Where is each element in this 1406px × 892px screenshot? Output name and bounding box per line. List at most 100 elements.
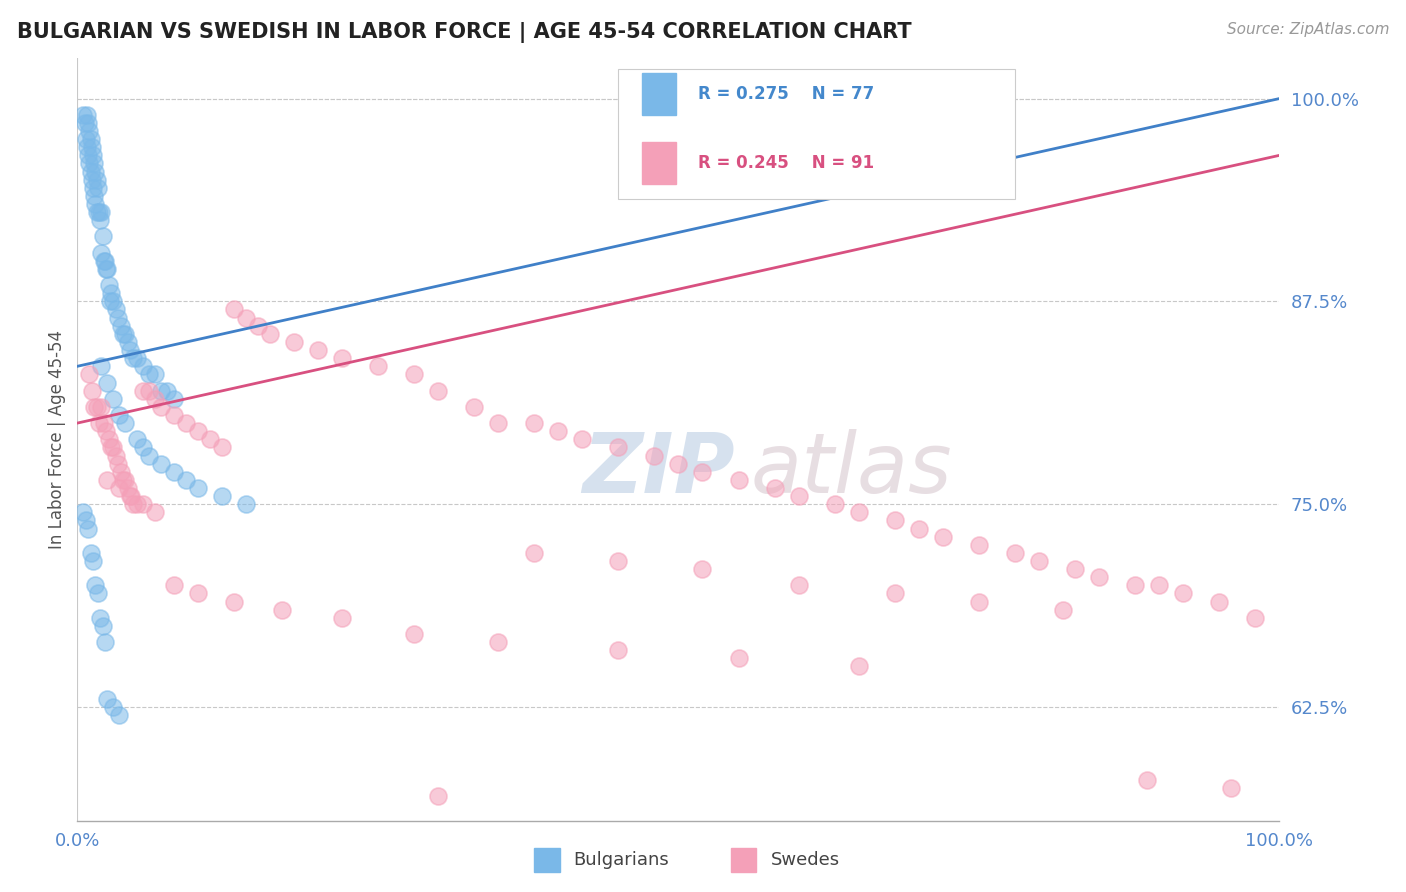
Point <box>108 708 131 723</box>
Point <box>402 368 425 382</box>
Point <box>84 164 107 178</box>
Point <box>127 351 149 366</box>
Point <box>486 416 509 430</box>
Point <box>186 586 209 600</box>
Point <box>121 351 143 366</box>
Point <box>1208 594 1230 608</box>
Point <box>145 368 167 382</box>
Point <box>114 473 136 487</box>
Point <box>90 359 112 374</box>
Point <box>121 497 143 511</box>
Point <box>283 334 305 349</box>
Point <box>103 294 125 309</box>
Point <box>86 172 108 186</box>
Point <box>1220 781 1243 796</box>
Point <box>83 189 105 203</box>
Point <box>211 489 233 503</box>
Point <box>79 368 101 382</box>
Point <box>76 108 98 122</box>
Point <box>93 253 115 268</box>
Point <box>82 181 104 195</box>
Point <box>967 538 990 552</box>
Point <box>162 392 184 406</box>
Point <box>83 400 105 414</box>
Point <box>1123 578 1146 592</box>
Point <box>607 441 630 455</box>
Point <box>96 692 118 706</box>
Text: Swedes: Swedes <box>770 851 839 870</box>
Point <box>72 505 94 519</box>
Point <box>1028 554 1050 568</box>
Point <box>787 578 810 592</box>
Point <box>104 449 127 463</box>
Text: Source: ZipAtlas.com: Source: ZipAtlas.com <box>1226 22 1389 37</box>
Point <box>211 441 233 455</box>
Point <box>91 619 114 633</box>
Point <box>79 132 101 146</box>
Point <box>1088 570 1111 584</box>
Point <box>222 594 245 608</box>
Point <box>104 302 127 317</box>
Point <box>692 465 714 479</box>
Point <box>120 489 142 503</box>
Point <box>107 457 129 471</box>
Point <box>138 449 160 463</box>
Point <box>145 392 167 406</box>
Point <box>1052 603 1074 617</box>
Point <box>96 376 118 390</box>
Point <box>111 473 134 487</box>
Point <box>98 294 121 309</box>
Point <box>150 384 173 398</box>
Point <box>75 132 97 146</box>
Point <box>94 635 117 649</box>
Point <box>96 473 118 487</box>
Point <box>86 400 108 414</box>
Point <box>763 481 786 495</box>
Point <box>111 326 134 341</box>
Point <box>138 368 160 382</box>
Point <box>427 789 450 804</box>
Point <box>96 424 118 438</box>
Point <box>110 318 132 333</box>
FancyBboxPatch shape <box>643 73 676 115</box>
Point <box>77 116 100 130</box>
Point <box>82 148 104 162</box>
Text: ZIP: ZIP <box>582 429 735 510</box>
Point <box>848 659 870 673</box>
Point <box>97 433 120 447</box>
Point <box>932 530 955 544</box>
Text: BULGARIAN VS SWEDISH IN LABOR FORCE | AGE 45-54 CORRELATION CHART: BULGARIAN VS SWEDISH IN LABOR FORCE | AG… <box>17 22 911 44</box>
Point <box>90 400 112 414</box>
Text: R = 0.245    N = 91: R = 0.245 N = 91 <box>697 153 873 172</box>
Point <box>132 497 155 511</box>
Point <box>486 635 509 649</box>
Point <box>80 140 103 154</box>
Point <box>87 416 110 430</box>
Point <box>824 497 846 511</box>
Point <box>156 384 179 398</box>
Point <box>1244 611 1267 625</box>
Point <box>94 253 117 268</box>
Point <box>80 384 103 398</box>
Point <box>330 351 353 366</box>
Point <box>523 546 546 560</box>
Point <box>848 505 870 519</box>
Point <box>87 181 110 195</box>
Point <box>84 578 107 592</box>
Point <box>883 513 905 527</box>
Point <box>127 433 149 447</box>
Y-axis label: In Labor Force | Age 45-54: In Labor Force | Age 45-54 <box>48 330 66 549</box>
Point <box>86 205 108 219</box>
Point <box>150 400 173 414</box>
Point <box>643 449 665 463</box>
Point <box>76 140 98 154</box>
Point <box>270 603 292 617</box>
Point <box>110 465 132 479</box>
Point <box>77 522 100 536</box>
Point <box>174 473 197 487</box>
Point <box>967 594 990 608</box>
Point <box>100 286 122 301</box>
Point <box>96 261 118 276</box>
Point <box>162 408 184 422</box>
Point <box>145 505 167 519</box>
